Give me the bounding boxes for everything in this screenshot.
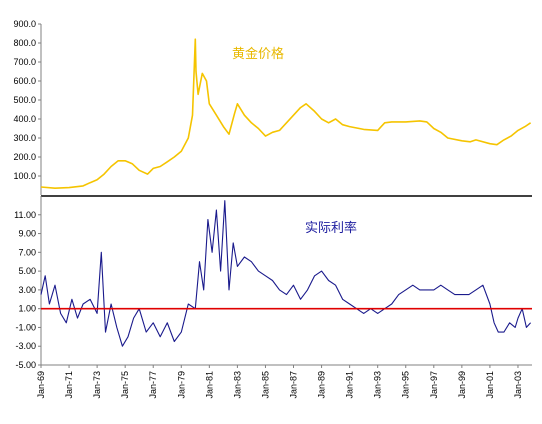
gold-price-title: 黄金价格: [232, 46, 284, 62]
rate-y-tick-label: 5.00: [18, 266, 36, 276]
rate-y-tick-label: 3.00: [18, 285, 36, 295]
gold-y-tick-label: 400.0: [13, 114, 36, 124]
x-tick-label: Jan-89: [317, 371, 327, 399]
x-tick-label: Jan-91: [345, 371, 355, 399]
rate-y-tick-label: 11.00: [14, 210, 36, 220]
x-tick-label: Jan-85: [260, 371, 270, 399]
x-tick-label: Jan-83: [232, 371, 242, 399]
gold-y-tick-label: 700.0: [13, 57, 36, 67]
gold-y-tick-label: 100.0: [13, 171, 36, 181]
x-axis-ticks: Jan-69 Jan-71 Jan-73 Jan-75 Jan-77 Jan-79 Jan-…: [36, 365, 523, 399]
rate-y-tick-label: 1.00: [18, 304, 36, 314]
x-tick-label: Jan-99: [457, 371, 467, 399]
x-tick-label: Jan-79: [176, 371, 186, 399]
real-rate-panel: -5.00 -3.00 -1.00 1.00 3.00 5.00 7.00 9.00 11.00…: [14, 196, 532, 399]
x-tick-label: Jan-75: [120, 371, 130, 399]
rate-y-tick-label: -5.00: [15, 360, 36, 370]
rate-y-tick-label: 7.00: [18, 247, 36, 257]
gold-y-tick-label: 600.0: [13, 76, 36, 86]
gold-y-tick-label: 800.0: [13, 38, 36, 48]
gold-y-tick-label: 200.0: [13, 152, 36, 162]
x-tick-label: Jan-81: [204, 371, 214, 399]
x-tick-label: Jan-93: [373, 371, 383, 399]
rate-y-tick-label: -1.00: [15, 322, 36, 332]
gold-y-ticks: 100.0 200.0 300.0 400.0 500.0 600.0 700.0 800.0…: [13, 19, 41, 181]
x-tick-label: Jan-97: [429, 371, 439, 399]
x-tick-label: Jan-77: [148, 371, 158, 399]
x-tick-label: Jan-01: [485, 371, 495, 399]
real-rate-title: 实际利率: [305, 220, 357, 236]
gold-price-panel: 100.0 200.0 300.0 400.0 500.0 600.0 700.0 800.0…: [13, 19, 532, 195]
x-tick-label: Jan-69: [36, 371, 46, 399]
rate-y-tick-label: 9.00: [18, 229, 36, 239]
x-tick-label: Jan-73: [92, 371, 102, 399]
x-tick-label: Jan-95: [401, 371, 411, 399]
gold-y-tick-label: 900.0: [13, 19, 36, 29]
x-tick-label: Jan-87: [289, 371, 299, 399]
gold-y-tick-label: 500.0: [13, 95, 36, 105]
x-tick-label: Jan-03: [513, 371, 523, 399]
gold-price-line: [40, 38, 532, 189]
gold-y-tick-label: 300.0: [13, 133, 36, 143]
x-tick-label: Jan-71: [64, 371, 74, 399]
real-rate-line: [40, 200, 532, 347]
rate-y-tick-label: -3.00: [15, 341, 36, 351]
rate-y-ticks: -5.00 -3.00 -1.00 1.00 3.00 5.00 7.00 9.00 11.00: [14, 210, 41, 370]
